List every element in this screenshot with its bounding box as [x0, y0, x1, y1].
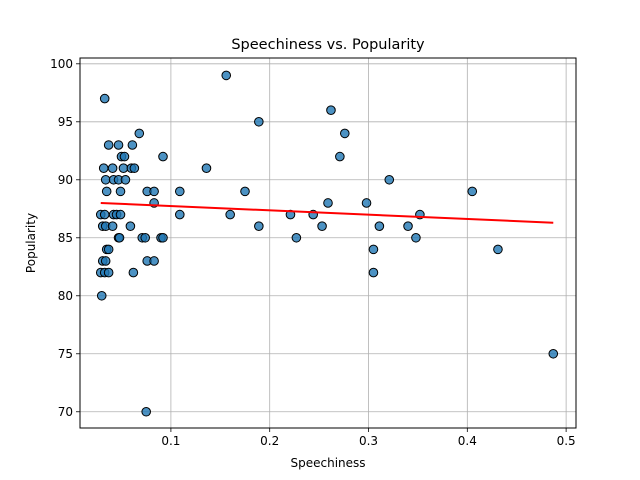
- y-axis-label: Popularity: [24, 213, 38, 273]
- data-point: [149, 256, 159, 266]
- data-point: [201, 163, 212, 173]
- data-point: [368, 267, 379, 278]
- data-point: [118, 163, 129, 173]
- data-point: [403, 221, 413, 231]
- x-tick-label: 0.3: [359, 434, 378, 448]
- data-points: [95, 70, 559, 417]
- data-point: [119, 151, 130, 162]
- plot-frame: [79, 57, 577, 429]
- grid-lines: [80, 58, 576, 428]
- data-point: [361, 198, 372, 208]
- x-tick-label: 0.5: [557, 434, 576, 448]
- x-tick-label: 0.4: [458, 434, 477, 448]
- y-tick-label: 70: [58, 405, 73, 419]
- data-point: [125, 221, 136, 231]
- y-tick-label: 75: [58, 347, 73, 361]
- data-point: [100, 174, 111, 185]
- data-point: [115, 186, 126, 197]
- x-tick-label: 0.1: [161, 434, 180, 448]
- data-point: [240, 186, 250, 197]
- data-point: [103, 267, 114, 278]
- trend-line: [100, 201, 554, 224]
- data-point: [467, 186, 478, 197]
- data-point: [128, 267, 139, 278]
- data-point: [374, 221, 385, 231]
- data-point: [291, 232, 302, 243]
- x-tick-label: 0.2: [260, 434, 279, 448]
- x-axis-label: Speechiness: [290, 456, 365, 470]
- data-point: [158, 151, 168, 162]
- chart-title: Speechiness vs. Popularity: [231, 37, 425, 53]
- y-tick-label: 100: [50, 57, 73, 71]
- data-point: [317, 221, 327, 231]
- data-point: [141, 406, 151, 417]
- x-ticks: 0.1 0.2 0.3 0.4 0.5: [161, 428, 576, 448]
- data-point: [221, 70, 232, 81]
- data-point: [134, 128, 145, 139]
- data-point: [326, 105, 336, 115]
- data-point: [100, 256, 111, 266]
- data-point: [103, 244, 114, 255]
- data-point: [174, 209, 185, 220]
- y-tick-label: 85: [58, 231, 73, 245]
- y-tick-label: 80: [58, 289, 73, 303]
- data-point: [254, 221, 264, 231]
- data-point: [384, 174, 395, 185]
- data-point: [99, 93, 110, 104]
- y-tick-label: 95: [58, 115, 73, 129]
- data-point: [149, 186, 159, 197]
- data-point: [254, 116, 264, 127]
- data-point: [493, 244, 503, 255]
- data-point: [114, 232, 125, 243]
- data-point: [129, 163, 140, 173]
- data-point: [548, 348, 559, 359]
- y-tick-label: 90: [58, 173, 73, 187]
- data-point: [368, 244, 379, 255]
- data-point: [174, 186, 185, 197]
- data-point: [107, 163, 118, 173]
- data-point: [158, 232, 168, 243]
- data-point: [96, 290, 107, 301]
- data-point: [103, 140, 114, 150]
- data-point: [225, 209, 235, 220]
- data-point: [99, 209, 110, 220]
- data-point: [127, 140, 138, 150]
- data-point: [323, 198, 333, 208]
- data-point: [335, 151, 345, 162]
- data-point: [120, 174, 131, 185]
- data-point: [98, 163, 109, 173]
- y-ticks: 70 75 80 85 90 95 100: [50, 57, 80, 419]
- data-point: [115, 209, 126, 220]
- data-point: [101, 186, 112, 197]
- data-point: [140, 232, 151, 243]
- data-point: [107, 221, 118, 231]
- data-point: [113, 140, 124, 150]
- data-point: [339, 128, 350, 139]
- data-point: [411, 232, 421, 243]
